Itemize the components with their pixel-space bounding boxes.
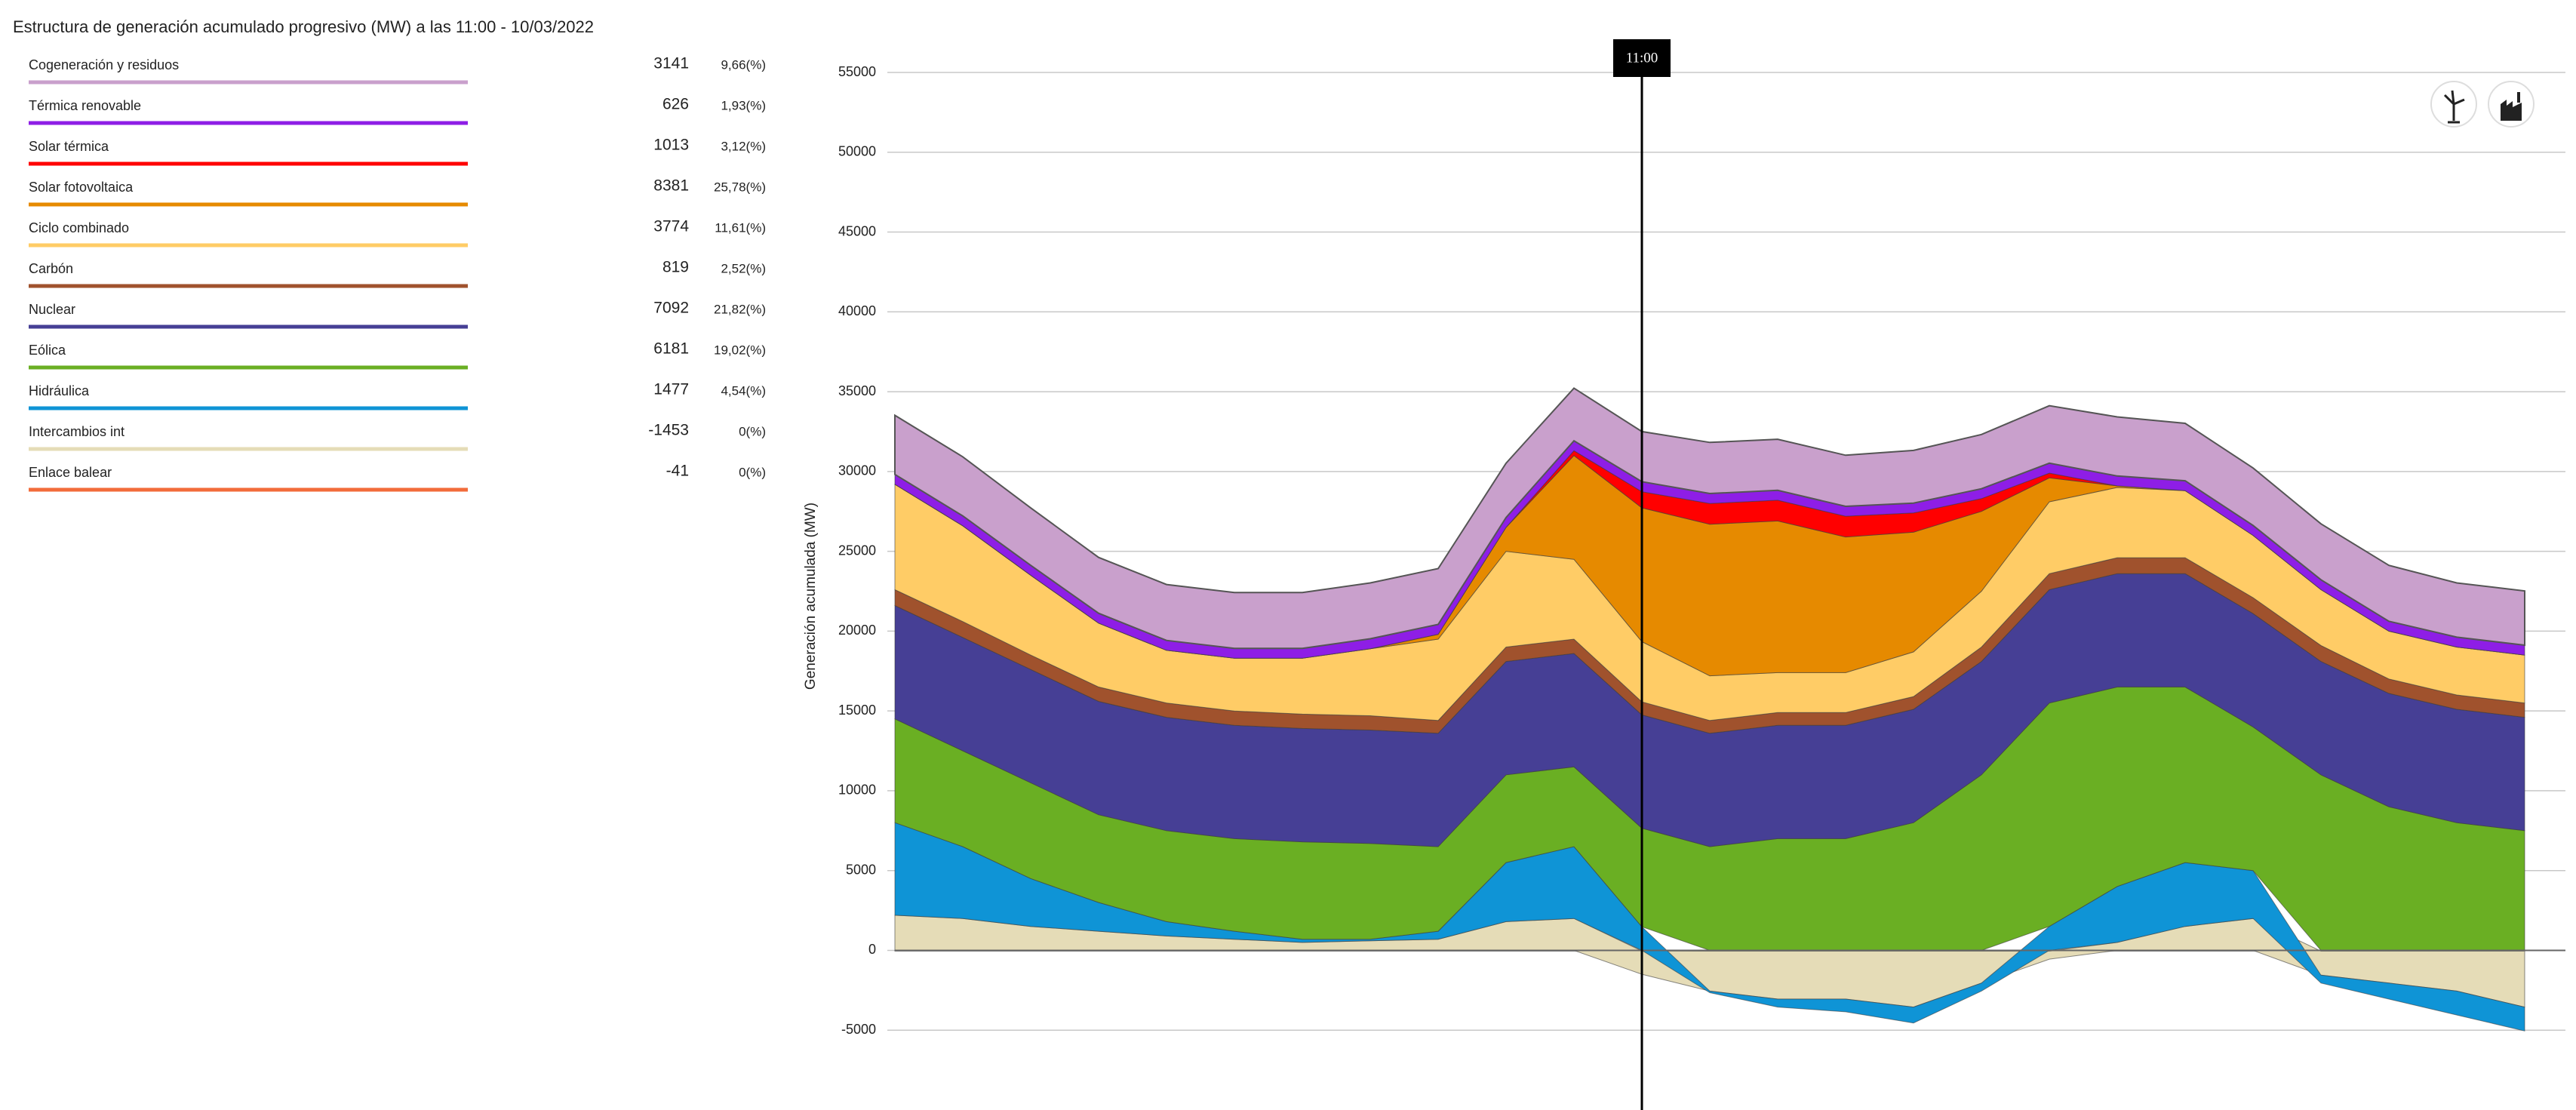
y-tick-label: 30000	[838, 463, 876, 478]
legend-share: 2,52(%)	[721, 261, 766, 275]
area	[894, 387, 2525, 650]
legend-share: 19,02(%)	[714, 343, 766, 357]
cursor-box	[1613, 39, 1671, 77]
legend-share: 21,82(%)	[714, 302, 766, 316]
chart-title: Estructura de generación acumulado progr…	[13, 17, 594, 36]
y-tick-label: 25000	[838, 543, 876, 558]
legend-value: 7092	[653, 300, 689, 317]
legend-value: 6181	[653, 340, 689, 358]
factory-icon	[2501, 92, 2522, 121]
legend-label: Enlace balear	[29, 465, 112, 480]
y-tick-label: 45000	[838, 223, 876, 238]
legend-label: Intercambios int	[29, 424, 124, 439]
y-tick-label: 35000	[838, 383, 876, 398]
overlay: 11:00	[895, 39, 2565, 1110]
y-tick-label: 5000	[846, 862, 876, 877]
y-tick-label: 10000	[838, 783, 876, 798]
legend-value: 626	[662, 96, 689, 113]
legend-label: Hidráulica	[29, 383, 90, 398]
legend-share: 0(%)	[739, 465, 766, 479]
legend-value: 3141	[653, 55, 689, 72]
legend-share: 25,78(%)	[714, 180, 766, 194]
y-tick-label: -5000	[841, 1022, 876, 1037]
legend-value: 819	[662, 259, 689, 276]
legend-value: -41	[666, 463, 689, 480]
legend-label: Solar térmica	[29, 139, 109, 154]
toolbar	[2430, 81, 2535, 128]
y-tick-label: 20000	[838, 623, 876, 638]
legend-value: 1477	[653, 381, 689, 398]
legend-label: Nuclear	[29, 302, 75, 317]
legend-label: Térmica renovable	[29, 98, 141, 113]
cursor-label: 11:00	[1626, 50, 1658, 66]
y-tick-label: 40000	[838, 303, 876, 318]
y-tick-label: 55000	[838, 64, 876, 79]
y-tick-label: 0	[868, 942, 876, 957]
legend-label: Eólica	[29, 343, 66, 358]
y-tick-label: 15000	[838, 703, 876, 718]
wind-icon	[2443, 90, 2465, 124]
legend-label: Carbón	[29, 261, 73, 276]
legend-share: 9,66(%)	[721, 57, 766, 72]
y-tick-label: 50000	[838, 144, 876, 159]
legend-label: Cogeneración y residuos	[29, 57, 179, 72]
legend-share: 1,93(%)	[721, 98, 766, 112]
legend-value: 8381	[653, 177, 689, 195]
legend-value: 1013	[653, 137, 689, 154]
y-axis-label: Generación acumulada (MW)	[803, 503, 819, 690]
legend-value: 3774	[653, 218, 689, 235]
legend-value: -1453	[648, 422, 689, 439]
legend-share: 4,54(%)	[721, 383, 766, 398]
areas	[894, 387, 2525, 1032]
legend-label: Ciclo combinado	[29, 220, 129, 235]
legend-share: 3,12(%)	[721, 139, 766, 153]
legend-share: 11,61(%)	[715, 220, 766, 235]
legend-share: 0(%)	[739, 424, 766, 438]
legend-label: Solar fotovoltaica	[29, 180, 134, 195]
